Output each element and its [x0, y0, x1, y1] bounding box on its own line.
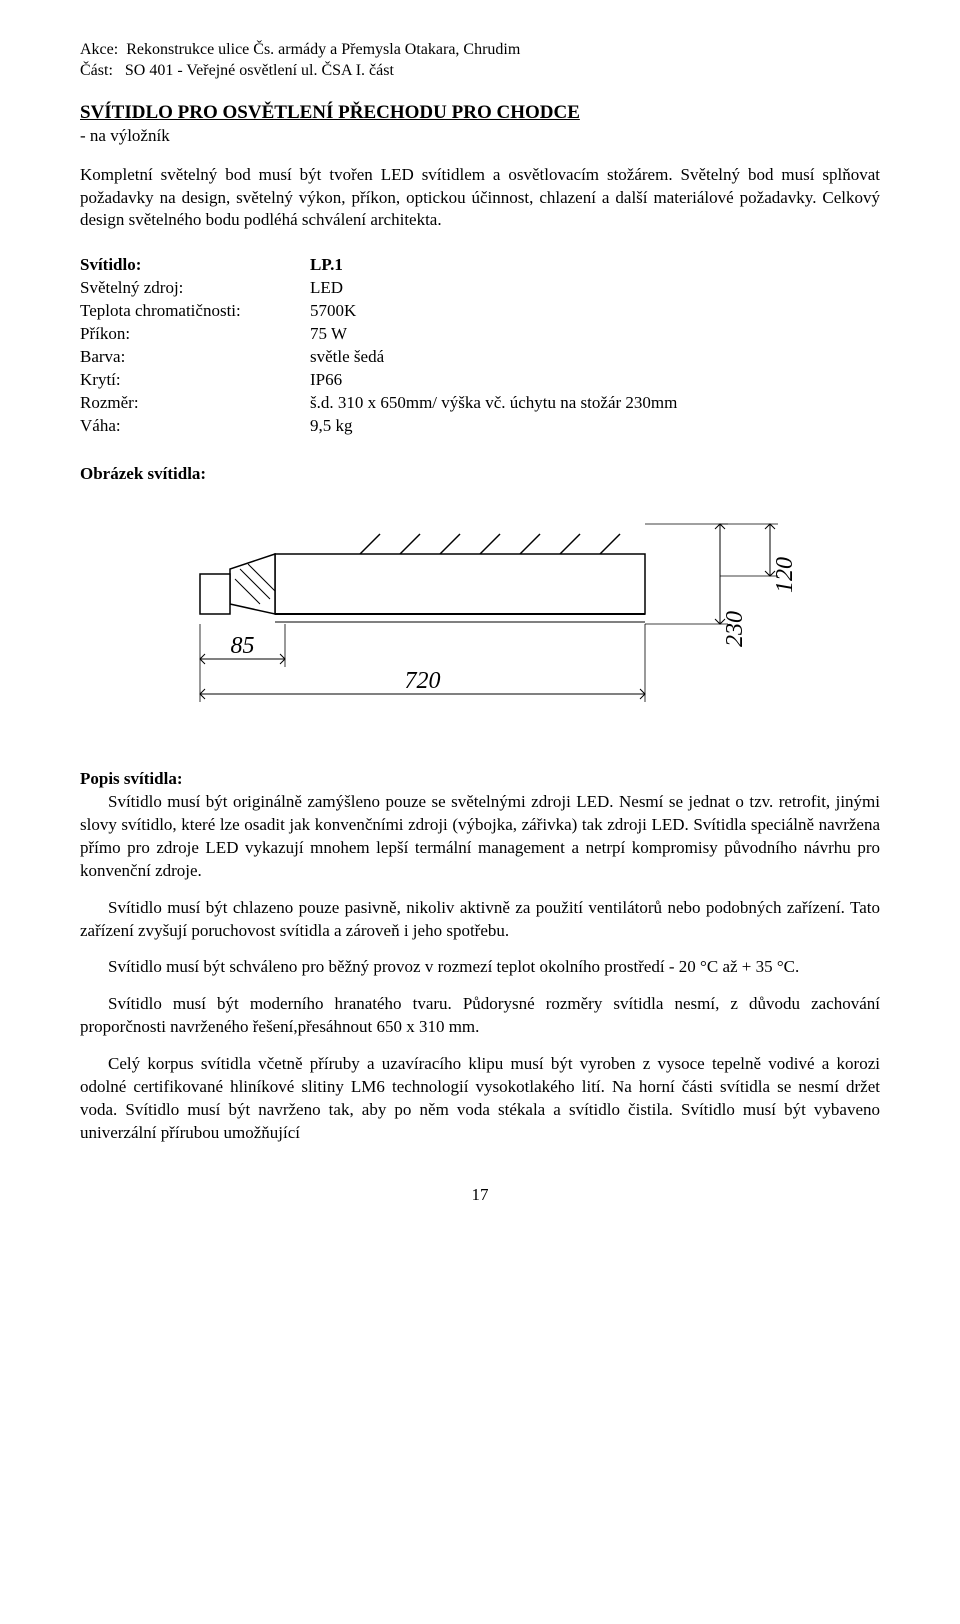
- page-title: SVÍTIDLO PRO OSVĚTLENÍ PŘECHODU PRO CHOD…: [80, 102, 580, 123]
- picture-heading: Obrázek svítidla:: [80, 464, 880, 484]
- page-number: 17: [80, 1185, 880, 1205]
- svg-text:85: 85: [231, 633, 255, 659]
- desc-heading: Popis svítidla:: [80, 769, 183, 788]
- spec-row: Váha:9,5 kg: [80, 415, 880, 438]
- diagram-wrap: 720 85 230 120: [80, 494, 880, 754]
- subtitle: - na výložník: [80, 126, 880, 146]
- spec-label: Světelný zdroj:: [80, 277, 310, 300]
- spec-row: Příkon:75 W: [80, 323, 880, 346]
- svg-text:720: 720: [405, 668, 441, 694]
- spec-head-row: Svítidlo: LP.1: [80, 254, 880, 277]
- desc-p1: Svítidlo musí být originálně zamýšleno p…: [80, 791, 880, 883]
- svg-text:120: 120: [772, 557, 798, 593]
- spec-head-value: LP.1: [310, 254, 880, 277]
- header-cast: Část: SO 401 - Veřejné osvětlení ul. ČSA…: [80, 61, 880, 82]
- spec-row: Krytí:IP66: [80, 369, 880, 392]
- spec-table: Svítidlo: LP.1 Světelný zdroj:LEDTeplota…: [80, 254, 880, 438]
- spec-label: Příkon:: [80, 323, 310, 346]
- intro-paragraph: Kompletní světelný bod musí být tvořen L…: [80, 164, 880, 233]
- spec-row: Rozměr:š.d. 310 x 650mm/ výška vč. úchyt…: [80, 392, 880, 415]
- spec-label: Váha:: [80, 415, 310, 438]
- spec-label: Barva:: [80, 346, 310, 369]
- spec-label: Krytí:: [80, 369, 310, 392]
- spec-value: 75 W: [310, 323, 880, 346]
- title-block: SVÍTIDLO PRO OSVĚTLENÍ PŘECHODU PRO CHOD…: [80, 102, 880, 124]
- spec-value: š.d. 310 x 650mm/ výška vč. úchytu na st…: [310, 392, 880, 415]
- header-akce: Akce: Rekonstrukce ulice Čs. armády a Př…: [80, 40, 880, 61]
- spec-label: Rozměr:: [80, 392, 310, 415]
- spec-value: 5700K: [310, 300, 880, 323]
- desc-paragraph-3: Svítidlo musí být schváleno pro běžný pr…: [80, 956, 880, 979]
- cast-label: Část:: [80, 62, 113, 79]
- svg-text:230: 230: [722, 611, 748, 647]
- document-page: Akce: Rekonstrukce ulice Čs. armády a Př…: [0, 0, 960, 1624]
- desc-paragraph-5: Celý korpus svítidla včetně příruby a uz…: [80, 1053, 880, 1145]
- spec-row: Barva:světle šedá: [80, 346, 880, 369]
- spec-head-label: Svítidlo:: [80, 254, 310, 277]
- akce-value: Rekonstrukce ulice Čs. armády a Přemysla…: [126, 41, 520, 58]
- desc-paragraph-1: Popis svítidla: Svítidlo musí být origin…: [80, 768, 880, 883]
- luminaire-diagram: 720 85 230 120: [160, 494, 800, 754]
- akce-label: Akce:: [80, 41, 118, 58]
- spec-value: světle šedá: [310, 346, 880, 369]
- spec-label: Teplota chromatičnosti:: [80, 300, 310, 323]
- spec-value: 9,5 kg: [310, 415, 880, 438]
- cast-value: SO 401 - Veřejné osvětlení ul. ČSA I. čá…: [125, 62, 394, 79]
- spec-row: Světelný zdroj:LED: [80, 277, 880, 300]
- spec-value: IP66: [310, 369, 880, 392]
- spec-value: LED: [310, 277, 880, 300]
- spec-row: Teplota chromatičnosti:5700K: [80, 300, 880, 323]
- desc-paragraph-4: Svítidlo musí být moderního hranatého tv…: [80, 993, 880, 1039]
- desc-paragraph-2: Svítidlo musí být chlazeno pouze pasivně…: [80, 897, 880, 943]
